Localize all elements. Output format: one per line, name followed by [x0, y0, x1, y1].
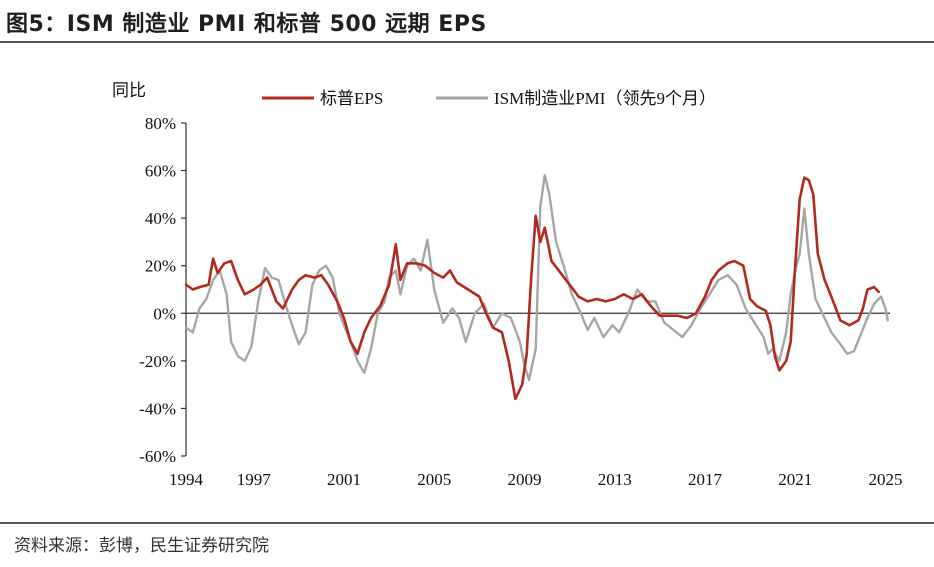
source-note: 资料来源：彭博，民生证券研究院 — [14, 536, 269, 556]
legend-label-eps: 标普EPS — [320, 89, 383, 108]
x-tick-label: 2001 — [327, 470, 361, 489]
y-tick-label: 40% — [145, 209, 176, 228]
y-tick-label: 0% — [153, 304, 176, 323]
bottom-rule — [0, 522, 934, 524]
x-tick-label: 2009 — [507, 470, 541, 489]
y-tick-label: 80% — [145, 114, 176, 133]
x-tick-label: 2017 — [688, 470, 723, 489]
top-rule — [0, 41, 934, 43]
chart-canvas: 同比 -60% -40% -20% 0% 20% 40% 60% 80% 1994 1997 20… — [112, 81, 902, 489]
x-tick-label: 2021 — [778, 470, 812, 489]
legend: 标普EPS ISM制造业PMI（领先9个月） — [262, 89, 716, 108]
x-tick-label: 2005 — [417, 470, 451, 489]
x-tick-label: 2025 — [868, 470, 902, 489]
y-axis-label: 同比 — [112, 81, 146, 101]
figure-title: 图5：ISM 制造业 PMI 和标普 500 远期 EPS — [6, 12, 487, 37]
series-line-pmi — [184, 174, 889, 382]
y-tick-label: -40% — [139, 399, 176, 418]
y-tick-label: -60% — [139, 447, 176, 466]
plot-area — [184, 174, 889, 401]
x-tick-label: 1994 — [169, 470, 204, 489]
y-tick-label: -20% — [139, 352, 176, 371]
x-tick-label: 2013 — [598, 470, 632, 489]
x-tick-label: 1997 — [237, 470, 272, 489]
legend-label-pmi: ISM制造业PMI（领先9个月） — [494, 89, 716, 108]
y-tick-label: 20% — [145, 257, 176, 276]
y-axis: -60% -40% -20% 0% 20% 40% 60% 80% — [139, 114, 187, 466]
y-tick-label: 60% — [145, 162, 176, 181]
series-line-eps — [184, 176, 880, 401]
